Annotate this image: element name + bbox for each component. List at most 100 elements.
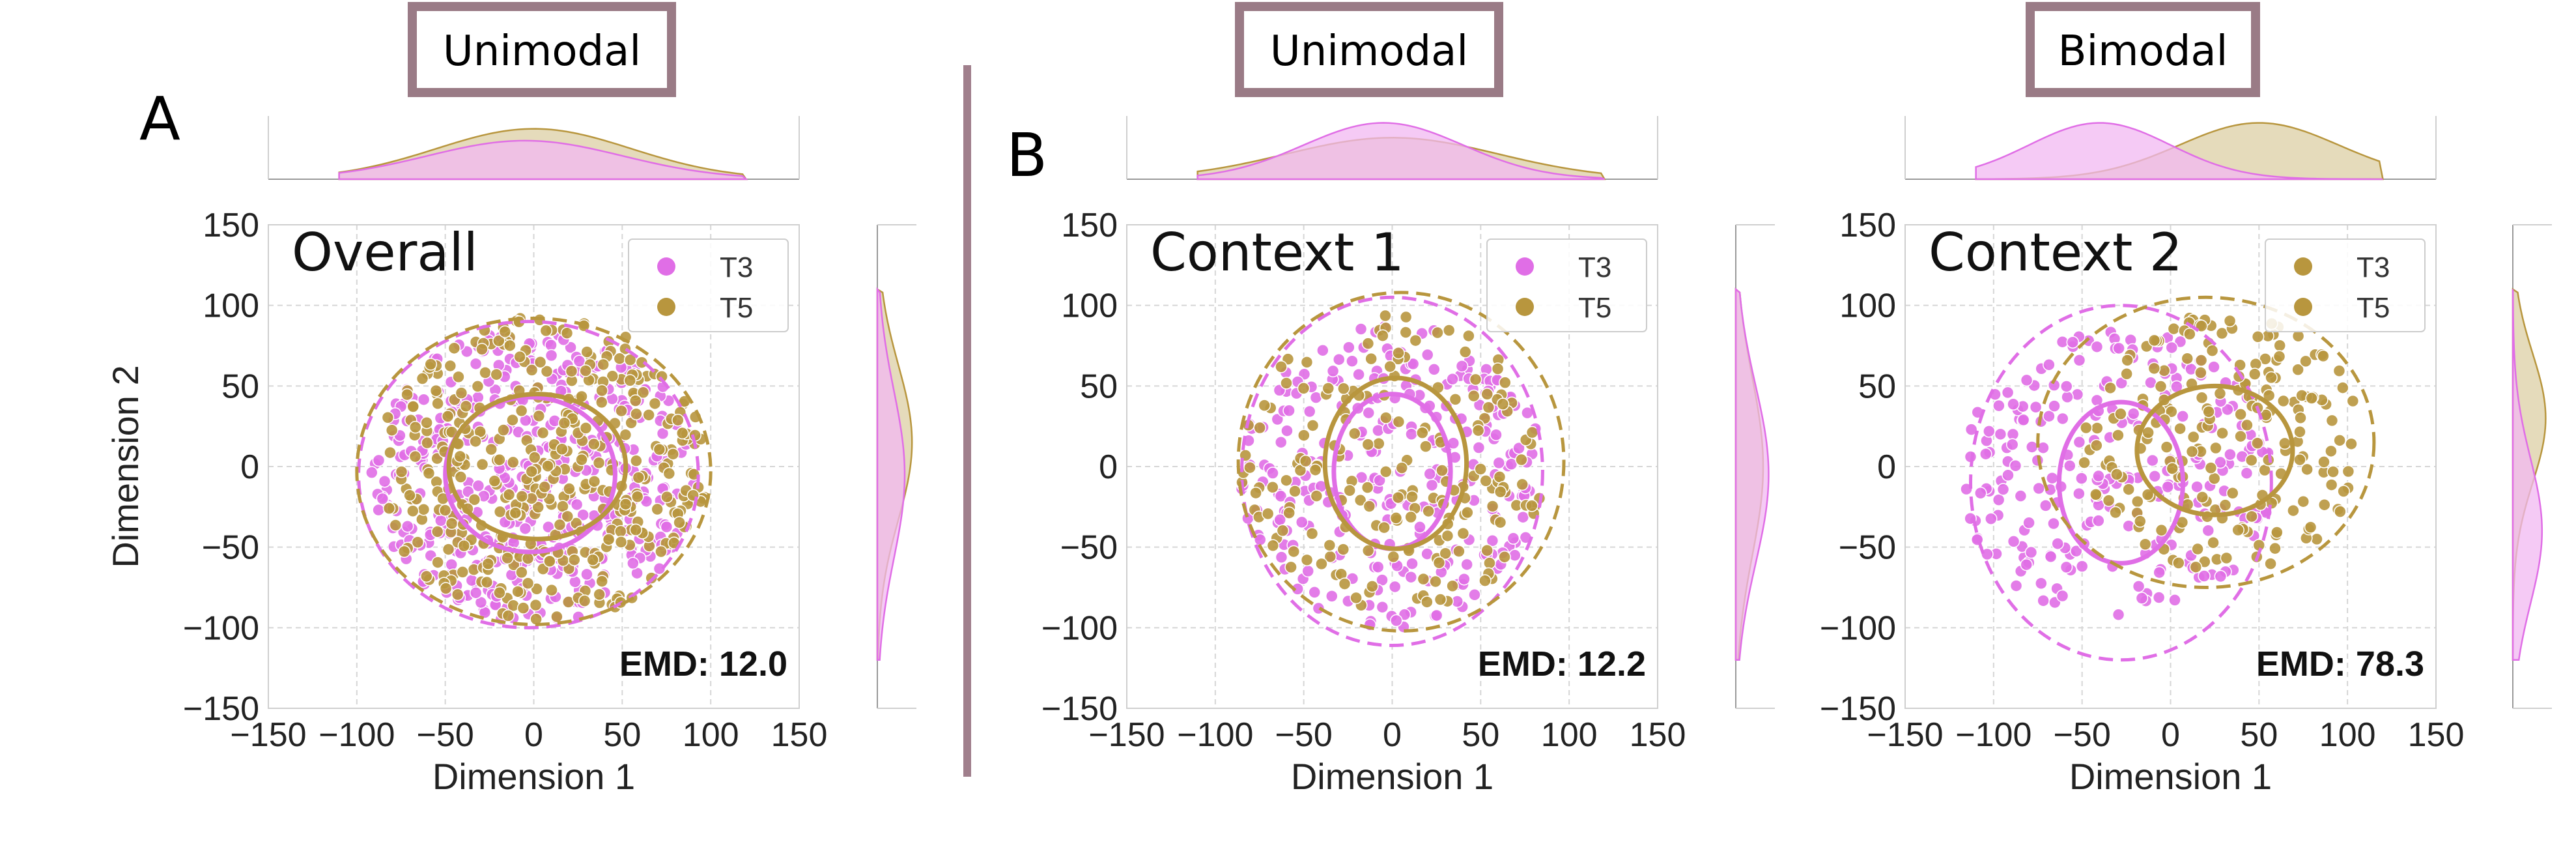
- data-point-t5: [1479, 474, 1492, 487]
- data-point-t5: [468, 493, 481, 506]
- data-point-t5: [623, 374, 637, 387]
- data-point-t5: [452, 370, 465, 384]
- y-tick-label: −50: [202, 529, 259, 567]
- data-point-t5: [1363, 500, 1376, 513]
- data-point-t5: [515, 566, 528, 579]
- data-point-t5: [2297, 495, 2310, 508]
- data-point-t5: [2332, 364, 2346, 377]
- data-point-t3: [401, 519, 414, 533]
- data-point-t5: [492, 334, 505, 347]
- data-point-t3: [2048, 399, 2061, 412]
- data-point-t5: [1258, 399, 1271, 412]
- data-point-t5: [2183, 327, 2196, 341]
- scatter-points: [365, 311, 711, 626]
- data-point-t5: [1480, 543, 1493, 557]
- x-axis-label: Dimension 1: [432, 756, 635, 797]
- data-point-t5: [401, 388, 414, 401]
- data-point-t5: [2293, 453, 2306, 467]
- data-point-t5: [568, 553, 581, 566]
- data-point-t5: [2194, 366, 2207, 379]
- data-point-t5: [2327, 465, 2340, 478]
- data-point-t5: [575, 453, 588, 467]
- data-point-t5: [1452, 545, 1465, 558]
- x-tick-label: 50: [1462, 716, 1499, 754]
- data-point-t5: [2251, 330, 2265, 343]
- data-point-t5: [1353, 493, 1367, 507]
- data-point-t5: [1288, 485, 1301, 498]
- data-point-t5: [2122, 483, 2135, 496]
- data-point-t3: [1421, 348, 1434, 362]
- data-point-t3: [2056, 589, 2069, 603]
- panel-2: Unimodal −150 −100 −50 0 50 100 150 −150 −100 −50 0…: [1041, 2, 1775, 797]
- data-point-t3: [2214, 455, 2227, 469]
- data-point-t5: [2154, 380, 2168, 393]
- data-point-t5: [421, 436, 434, 450]
- x-axis-label: Dimension 1: [1291, 756, 1493, 797]
- data-point-t5: [1266, 539, 1280, 553]
- data-point-t5: [2102, 494, 2116, 507]
- data-point-t3: [2148, 470, 2162, 483]
- x-tick-label: −50: [1275, 716, 1333, 754]
- data-point-t5: [439, 582, 453, 595]
- data-point-t3: [2059, 560, 2073, 574]
- data-point-t3: [2240, 467, 2254, 480]
- x-tick-label: −100: [1955, 716, 2031, 754]
- data-point-t5: [1366, 580, 1379, 593]
- data-point-t3: [1332, 353, 1346, 366]
- data-point-t5: [2317, 349, 2330, 363]
- data-point-t5: [475, 343, 488, 356]
- data-point-t5: [2272, 350, 2286, 363]
- data-point-t3: [1352, 368, 1365, 381]
- data-point-t3: [1390, 614, 1403, 627]
- data-point-t3: [1974, 487, 1987, 500]
- x-marginal-kde-t3: [1196, 122, 1605, 180]
- data-point-t5: [431, 556, 444, 569]
- data-point-t5: [595, 384, 608, 397]
- data-point-t5: [409, 420, 422, 434]
- data-point-t3: [653, 562, 666, 575]
- data-point-t3: [1281, 424, 1294, 437]
- data-point-t3: [2043, 358, 2056, 371]
- data-point-t5: [1467, 389, 1480, 403]
- data-point-t3: [1992, 493, 2005, 506]
- data-point-t5: [441, 410, 455, 423]
- data-point-t3: [2020, 558, 2033, 571]
- data-point-t3: [2051, 537, 2064, 551]
- data-point-t3: [2020, 373, 2033, 387]
- data-point-t3: [2127, 407, 2140, 420]
- data-point-t5: [1446, 579, 1459, 593]
- data-point-t5: [1391, 491, 1405, 504]
- data-point-t5: [2165, 405, 2178, 418]
- panel-letter-b: B: [1006, 121, 1047, 190]
- x-marginal-kde-t3: [1975, 122, 2383, 180]
- data-point-t5: [1276, 524, 1290, 538]
- ellipse-2sd-t5: [2036, 295, 2376, 590]
- data-point-t5: [2207, 472, 2221, 485]
- data-point-t5: [490, 368, 503, 381]
- data-point-t5: [455, 386, 468, 399]
- data-point-t5: [550, 610, 563, 624]
- data-point-t5: [1469, 373, 1482, 386]
- data-point-t5: [1378, 521, 1391, 534]
- data-point-t5: [614, 536, 628, 549]
- x-tick-label: −150: [1867, 716, 1943, 754]
- data-point-t3: [378, 474, 391, 488]
- legend-label-t3: T3: [1578, 252, 1611, 283]
- data-point-t5: [1525, 499, 1538, 512]
- y-marginal: [2512, 224, 2552, 709]
- data-point-t5: [660, 490, 673, 504]
- data-point-t3: [1388, 580, 1402, 594]
- data-point-t5: [2251, 437, 2264, 450]
- data-point-t5: [447, 341, 461, 355]
- data-point-t5: [2265, 371, 2278, 384]
- y-tick-label: 50: [1080, 368, 1118, 405]
- data-point-t5: [536, 426, 550, 440]
- x-tick-label: 150: [1630, 716, 1686, 754]
- data-point-t5: [1243, 461, 1256, 474]
- data-point-t3: [1373, 474, 1386, 487]
- data-point-t5: [538, 480, 551, 494]
- legend-box: [2265, 238, 2426, 332]
- data-point-t5: [1392, 346, 1405, 360]
- data-point-t3: [1428, 363, 1441, 376]
- data-point-t5: [521, 577, 535, 590]
